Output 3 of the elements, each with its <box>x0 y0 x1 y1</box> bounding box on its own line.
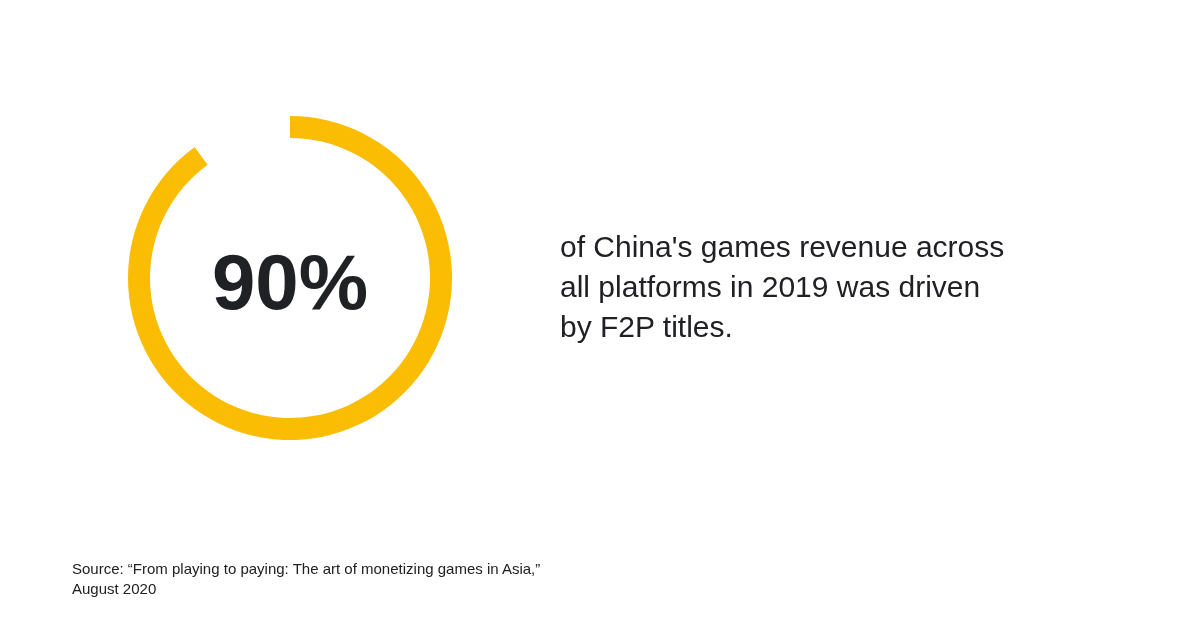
text: of China's games revenue across all platforms in 2019 was driven by F2P titles. <box>560 230 1005 343</box>
source-note: Source: “From playing to paying: The art of monetizing games in Asia,” August 2020 <box>72 560 541 597</box>
data-label: 90% <box>211 238 369 326</box>
